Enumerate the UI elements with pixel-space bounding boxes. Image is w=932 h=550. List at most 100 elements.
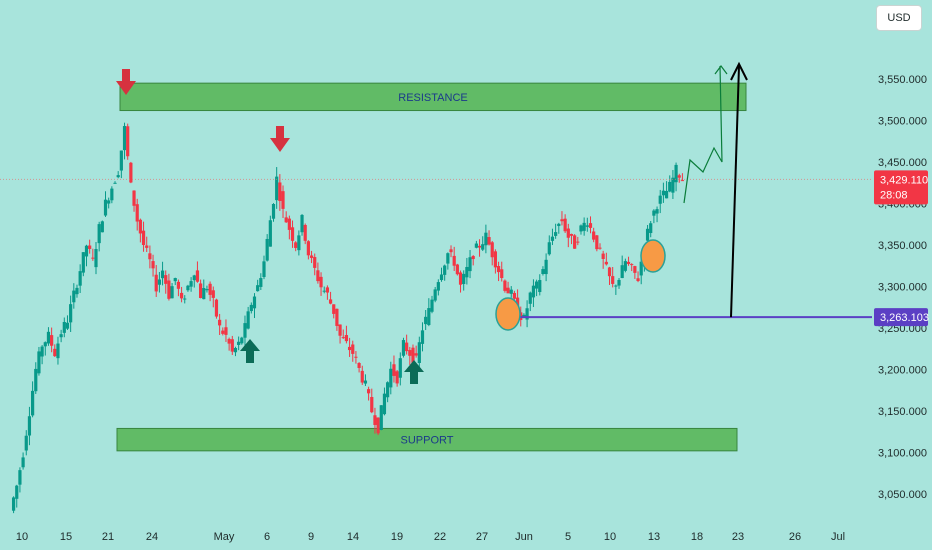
zones-layer: RESISTANCE SUPPORT xyxy=(116,82,747,452)
swing-low-2-arrow xyxy=(404,360,424,384)
candle-body xyxy=(65,322,70,329)
candle-body xyxy=(145,245,149,248)
candle xyxy=(424,309,428,331)
candle xyxy=(557,222,561,234)
candle xyxy=(294,241,298,252)
candle xyxy=(376,417,380,436)
candle xyxy=(297,230,301,256)
candle-body xyxy=(493,251,497,268)
candle xyxy=(65,315,70,330)
candle xyxy=(15,484,19,508)
candle xyxy=(503,279,507,293)
candle xyxy=(316,262,320,284)
vertical-projection xyxy=(730,65,740,318)
candle-body xyxy=(455,264,459,275)
candle-body xyxy=(436,282,440,291)
candle-body xyxy=(522,314,526,317)
candle xyxy=(59,329,63,343)
candle-body xyxy=(62,321,66,333)
candle-body xyxy=(265,238,269,261)
candle-body xyxy=(585,225,589,227)
candle xyxy=(677,173,681,183)
candle xyxy=(446,252,450,270)
candle xyxy=(199,279,203,299)
candle xyxy=(53,344,57,358)
candle xyxy=(506,281,510,294)
candle-body xyxy=(69,304,73,323)
candle xyxy=(468,250,472,279)
candle xyxy=(249,302,253,314)
candle-body xyxy=(151,261,155,269)
candle-body xyxy=(303,224,307,241)
candle-body xyxy=(214,299,219,317)
candle-body xyxy=(500,269,504,279)
candle xyxy=(94,241,98,275)
candle xyxy=(360,365,364,385)
candle xyxy=(205,285,209,293)
candle xyxy=(620,255,624,279)
candle-body xyxy=(256,285,260,292)
candle-body xyxy=(148,253,152,260)
candle xyxy=(509,286,513,298)
candle-body xyxy=(157,279,161,285)
candle-body xyxy=(668,181,672,192)
candle xyxy=(344,325,349,344)
candle-body xyxy=(211,290,215,298)
candle-body xyxy=(126,126,130,157)
candle xyxy=(401,337,406,358)
candle-body xyxy=(325,287,329,293)
candle xyxy=(230,335,234,355)
y-tick-label: 3,300.000 xyxy=(878,282,927,294)
candle xyxy=(145,236,149,253)
candle-body xyxy=(40,346,44,357)
y-tick-label: 3,100.000 xyxy=(878,448,927,460)
candle-body xyxy=(626,261,631,264)
candle xyxy=(300,214,304,236)
candle xyxy=(588,216,593,234)
candle-body xyxy=(554,232,558,236)
candle-body xyxy=(27,416,32,436)
candle xyxy=(132,190,136,212)
x-tick-label: 10 xyxy=(16,531,28,543)
candle-body xyxy=(347,346,352,351)
candle xyxy=(284,211,288,223)
candle xyxy=(97,221,101,252)
candle xyxy=(319,272,323,296)
candle xyxy=(214,298,219,319)
x-tick-label: 18 xyxy=(691,531,703,543)
level-price-badge xyxy=(874,308,928,327)
candle-body xyxy=(18,470,22,485)
candle-body xyxy=(227,338,231,344)
candle-body xyxy=(113,182,117,184)
candle-body xyxy=(389,368,393,388)
candle-body xyxy=(294,242,298,248)
candle-body xyxy=(566,228,570,238)
candle xyxy=(569,233,574,245)
candle xyxy=(582,217,586,236)
candle xyxy=(547,235,551,256)
candle-body xyxy=(91,257,95,259)
y-tick-label: 3,550.000 xyxy=(878,74,927,86)
candle xyxy=(309,250,314,264)
candle xyxy=(671,170,675,199)
candle-body xyxy=(221,330,225,334)
candle-body xyxy=(59,334,63,338)
x-tick-label: 22 xyxy=(434,531,446,543)
candle-body xyxy=(262,261,266,278)
candle xyxy=(46,327,51,346)
candle-body xyxy=(449,249,453,253)
candle-body xyxy=(243,323,247,338)
candle-body xyxy=(183,298,187,300)
currency-button[interactable]: USD xyxy=(876,5,922,31)
candle xyxy=(354,351,358,364)
candle-body xyxy=(661,190,665,196)
candle-body xyxy=(541,269,545,274)
candle-body xyxy=(249,304,253,312)
candle xyxy=(389,361,393,395)
candle xyxy=(233,346,238,357)
candle-body xyxy=(398,358,402,378)
candle xyxy=(290,220,295,248)
vertical-arrowhead xyxy=(730,61,748,81)
x-tick-label: 21 xyxy=(102,531,114,543)
